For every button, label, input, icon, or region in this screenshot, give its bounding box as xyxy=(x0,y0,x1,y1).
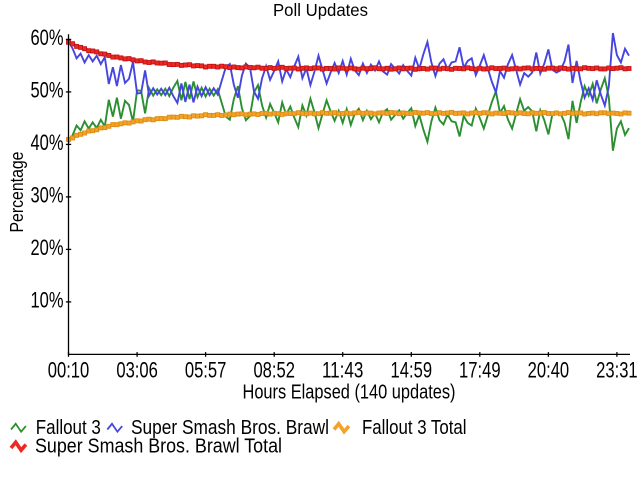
svg-text:14:59: 14:59 xyxy=(391,357,433,382)
svg-text:60%: 60% xyxy=(31,25,64,50)
svg-text:20%: 20% xyxy=(31,235,64,260)
svg-text:17:49: 17:49 xyxy=(459,357,501,382)
svg-text:03:06: 03:06 xyxy=(116,357,158,382)
svg-text:11:43: 11:43 xyxy=(322,357,364,382)
svg-text:00:10: 00:10 xyxy=(48,357,90,382)
svg-text:Hours Elapsed (140 updates): Hours Elapsed (140 updates) xyxy=(243,381,456,403)
svg-text:40%: 40% xyxy=(31,130,64,155)
svg-text:08:52: 08:52 xyxy=(253,357,295,382)
svg-text:Poll Updates: Poll Updates xyxy=(273,0,368,20)
svg-text:Super Smash Bros. Brawl Total: Super Smash Bros. Brawl Total xyxy=(35,435,282,457)
svg-text:Super Smash Bros. Brawl: Super Smash Bros. Brawl xyxy=(131,417,329,439)
svg-text:Percentage: Percentage xyxy=(7,152,27,233)
svg-text:Fallout 3: Fallout 3 xyxy=(36,417,101,439)
svg-text:20:40: 20:40 xyxy=(528,357,570,382)
svg-text:23:31: 23:31 xyxy=(596,357,638,382)
svg-text:50%: 50% xyxy=(31,77,64,102)
svg-text:Fallout 3 Total: Fallout 3 Total xyxy=(362,417,467,439)
svg-text:05:57: 05:57 xyxy=(185,357,227,382)
svg-text:10%: 10% xyxy=(31,287,64,312)
svg-text:30%: 30% xyxy=(31,182,64,207)
